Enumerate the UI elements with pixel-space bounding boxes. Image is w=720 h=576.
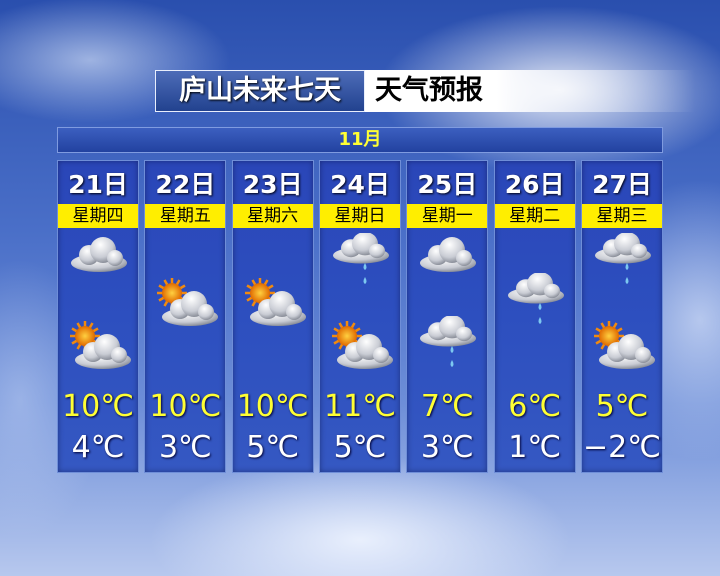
day-column: 23日 星期六 10℃ 5℃ xyxy=(231,160,314,473)
cloud-rain-icon xyxy=(500,272,572,324)
low-temp: 3℃ xyxy=(158,430,212,465)
day-date: 27日 xyxy=(592,170,652,199)
partly-cloudy-icon xyxy=(238,273,310,326)
day-weekday: 星期三 xyxy=(581,204,662,228)
partly-cloudy-icon xyxy=(587,316,659,369)
forecast-columns: 21日 星期四 10℃ 4℃ 22日 星期五 10℃ 3℃ 23日 星期六 10℃ … xyxy=(57,160,663,473)
day-weekday: 星期六 xyxy=(232,204,313,228)
day-column: 22日 星期五 10℃ 3℃ xyxy=(144,160,227,473)
low-temp: 5℃ xyxy=(333,430,387,465)
low-temp: 5℃ xyxy=(246,430,300,465)
partly-cloudy-icon xyxy=(63,316,135,369)
high-temp: 10℃ xyxy=(149,389,222,424)
day-weekday: 星期五 xyxy=(145,204,226,228)
day-weekday: 星期二 xyxy=(494,204,575,228)
low-temp: 3℃ xyxy=(420,430,474,465)
cloud-rain-icon xyxy=(587,232,659,284)
cloud-rain-icon xyxy=(412,315,484,367)
day-weekday: 星期四 xyxy=(58,204,138,228)
day-date: 24日 xyxy=(330,170,390,199)
cloudy-icon xyxy=(63,233,135,283)
low-temp: 1℃ xyxy=(508,430,562,465)
low-temp: −2℃ xyxy=(583,430,661,465)
high-temp: 10℃ xyxy=(62,389,134,424)
cloudy-icon xyxy=(412,233,484,283)
day-date: 25日 xyxy=(417,170,478,199)
partly-cloudy-icon xyxy=(150,273,222,326)
day-date: 22日 xyxy=(155,170,216,199)
cloud-rain-icon xyxy=(325,232,397,284)
partly-cloudy-icon xyxy=(325,316,397,369)
day-date: 23日 xyxy=(242,170,303,199)
day-date: 21日 xyxy=(68,170,128,199)
day-column: 27日 星期三 5℃ −2℃ xyxy=(580,160,663,473)
forecast-title: 庐山未来七天 xyxy=(155,70,365,112)
high-temp: 6℃ xyxy=(508,389,562,424)
high-temp: 7℃ xyxy=(420,389,474,424)
low-temp: 4℃ xyxy=(71,430,125,465)
forecast-subtitle: 天气预报 xyxy=(365,70,695,112)
day-weekday: 星期日 xyxy=(319,204,400,228)
day-weekday: 星期一 xyxy=(407,204,488,228)
high-temp: 11℃ xyxy=(324,389,396,424)
day-column: 25日 星期一 7℃ 3℃ xyxy=(406,160,489,473)
high-temp: 10℃ xyxy=(236,389,309,424)
month-bar: 11月 xyxy=(57,127,663,153)
day-date: 26日 xyxy=(504,170,565,199)
high-temp: 5℃ xyxy=(595,389,649,424)
day-column: 26日 星期二 6℃ 1℃ xyxy=(493,160,576,473)
day-column: 24日 星期日 11℃ 5℃ xyxy=(318,160,401,473)
day-column: 21日 星期四 10℃ 4℃ xyxy=(57,160,139,473)
